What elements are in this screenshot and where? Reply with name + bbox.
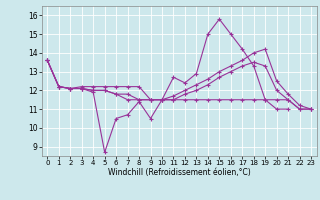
X-axis label: Windchill (Refroidissement éolien,°C): Windchill (Refroidissement éolien,°C) (108, 168, 251, 177)
